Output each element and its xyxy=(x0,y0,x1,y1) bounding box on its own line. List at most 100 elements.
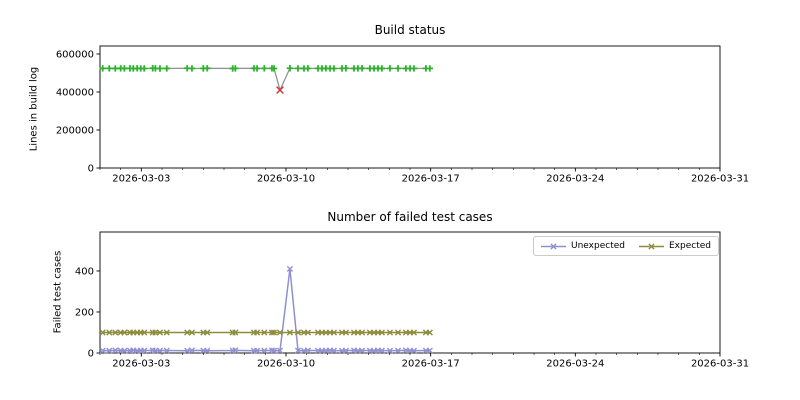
y-tick-label: 0 xyxy=(88,164,94,175)
data-point-marker xyxy=(330,65,338,72)
x-tick-label: 2026-03-17 xyxy=(402,174,460,185)
data-point-marker xyxy=(188,347,196,354)
data-point-marker xyxy=(99,65,106,72)
data-point-marker xyxy=(304,65,312,72)
legend: Unexpected Expected xyxy=(533,236,719,256)
data-point-marker xyxy=(378,65,386,72)
x-tick-label: 2026-03-03 xyxy=(112,174,170,185)
x-tick-label: 2026-03-10 xyxy=(257,174,315,185)
y-tick-label: 600000 xyxy=(56,49,94,60)
data-point-marker xyxy=(386,347,394,354)
data-point-marker xyxy=(304,347,312,354)
data-point-marker xyxy=(156,347,164,354)
data-point-marker xyxy=(156,329,164,336)
data-point-marker xyxy=(294,65,302,72)
data-point-marker xyxy=(141,65,148,72)
expected-line-swatch xyxy=(639,242,664,250)
data-point-marker xyxy=(261,65,268,72)
failed-tests-title: Number of failed test cases xyxy=(327,210,493,224)
data-point-marker xyxy=(112,329,119,336)
data-point-marker xyxy=(286,329,294,336)
y-tick-label: 200 xyxy=(75,307,94,318)
data-point-marker xyxy=(204,329,211,336)
data-point-marker xyxy=(426,347,433,354)
data-point-marker xyxy=(386,329,394,336)
data-point-marker xyxy=(112,65,119,72)
data-point-marker xyxy=(141,347,148,354)
data-point-marker xyxy=(121,65,128,72)
data-point-marker xyxy=(232,347,239,354)
failed-tests-chart: 2026-03-03 2026-03-10 2026-03-17 2026-03-24… xyxy=(75,231,749,370)
data-point-marker xyxy=(358,329,366,336)
data-point-marker xyxy=(232,329,239,336)
data-point-marker xyxy=(156,65,164,72)
data-point-marker xyxy=(342,329,350,336)
y-tick-label: 200000 xyxy=(56,125,94,136)
data-point-marker xyxy=(121,329,128,336)
data-point-marker xyxy=(121,347,128,354)
data-point-marker xyxy=(304,329,312,336)
data-point-marker xyxy=(358,347,366,354)
data-point-marker xyxy=(386,65,394,72)
data-point-marker xyxy=(253,65,261,72)
data-point-marker xyxy=(152,329,159,336)
data-point-marker xyxy=(99,329,106,336)
failed-build-marker xyxy=(276,86,284,94)
data-point-marker xyxy=(106,347,113,354)
data-point-marker xyxy=(261,329,268,336)
legend-item-expected: Expected xyxy=(639,241,711,251)
data-point-marker xyxy=(141,329,148,336)
data-point-marker xyxy=(394,347,402,354)
data-point-marker xyxy=(204,65,211,72)
data-point-marker xyxy=(188,329,196,336)
data-point-marker xyxy=(184,329,191,336)
data-point-marker xyxy=(268,329,276,336)
build-status-title: Build status xyxy=(374,23,446,37)
data-point-marker xyxy=(261,347,268,354)
data-point-marker xyxy=(342,347,350,354)
unexpected-line-swatch xyxy=(541,242,566,250)
data-point-marker xyxy=(410,65,418,72)
data-point-marker xyxy=(378,347,385,354)
x-tick-label: 2026-03-03 xyxy=(112,359,170,370)
data-point-marker xyxy=(106,65,113,72)
data-point-marker xyxy=(330,347,338,354)
data-point-marker xyxy=(99,347,106,354)
data-point-marker xyxy=(232,65,239,72)
data-point-marker xyxy=(163,65,170,72)
data-point-marker xyxy=(294,347,302,354)
data-point-marker xyxy=(426,329,433,336)
legend-item-unexpected: Unexpected xyxy=(541,241,625,251)
legend-label-expected: Expected xyxy=(669,241,711,251)
data-point-marker xyxy=(163,347,170,354)
x-tick-label: 2026-03-24 xyxy=(546,174,604,185)
data-point-marker xyxy=(358,65,366,72)
data-point-marker xyxy=(112,347,119,354)
failed-tests-ylabel: Failed test cases xyxy=(52,250,64,334)
data-point-marker xyxy=(330,329,338,336)
build-status-ylabel: Lines in build log xyxy=(28,66,40,152)
x-tick-label: 2026-03-24 xyxy=(546,359,604,370)
data-point-marker xyxy=(410,347,418,354)
data-point-marker xyxy=(410,329,418,336)
x-tick-label: 2026-03-17 xyxy=(402,359,460,370)
data-point-marker xyxy=(342,65,350,72)
data-point-marker xyxy=(270,65,278,72)
data-point-marker xyxy=(394,329,402,336)
data-point-marker xyxy=(253,329,261,336)
data-point-marker xyxy=(270,347,278,354)
data-point-marker xyxy=(394,65,402,72)
unexpected-line xyxy=(102,268,430,352)
data-point-marker xyxy=(204,347,211,354)
data-point-marker xyxy=(253,347,261,354)
x-tick-label: 2026-03-31 xyxy=(691,174,749,185)
data-point-marker xyxy=(286,265,294,273)
lines-in-build-log-line xyxy=(102,67,430,91)
plot-frame xyxy=(99,45,721,169)
x-tick-label: 2026-03-10 xyxy=(257,359,315,370)
data-point-marker xyxy=(378,329,385,336)
legend-label-unexpected: Unexpected xyxy=(571,241,625,251)
y-tick-label: 400000 xyxy=(56,87,94,98)
